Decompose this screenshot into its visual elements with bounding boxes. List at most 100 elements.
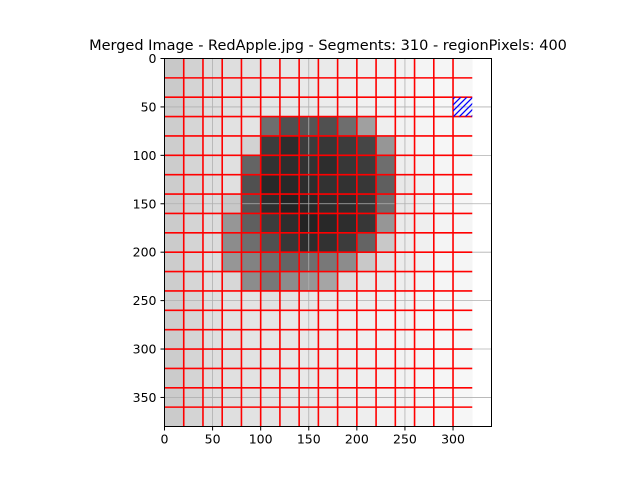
image-cell xyxy=(279,252,300,272)
image-cell xyxy=(337,329,358,350)
chart-title: Merged Image - RedApple.jpg - Segments: … xyxy=(89,38,567,54)
image-cell xyxy=(433,407,454,427)
highlighted-region xyxy=(453,97,473,117)
image-cell xyxy=(279,271,300,292)
image-cell xyxy=(279,368,300,389)
image-cell xyxy=(222,232,242,253)
image-cell xyxy=(318,213,338,234)
y-tick-label: 350 xyxy=(133,390,157,405)
image-cell xyxy=(337,116,358,137)
image-cell xyxy=(222,155,242,176)
image-cell xyxy=(222,135,242,156)
image-cell xyxy=(414,232,435,253)
image-cell xyxy=(222,368,242,389)
image-cell xyxy=(222,174,242,195)
image-cell xyxy=(241,310,261,330)
image-cell xyxy=(318,58,338,79)
image-cell xyxy=(260,329,281,350)
image-cell xyxy=(318,252,338,272)
y-tick-label: 300 xyxy=(133,342,157,357)
image-cell xyxy=(453,271,473,292)
image-cell xyxy=(260,252,281,272)
image-cell xyxy=(241,407,261,427)
image-cell xyxy=(376,329,396,350)
image-cell xyxy=(318,174,338,195)
image-cell xyxy=(356,58,377,79)
image-cell xyxy=(222,77,242,98)
image-cell xyxy=(279,310,300,330)
x-tick-label: 0 xyxy=(161,432,169,447)
y-tick-label: 250 xyxy=(133,293,157,308)
image-cell xyxy=(356,368,377,389)
image-cell xyxy=(433,58,454,79)
image-cell xyxy=(414,174,435,195)
image-cell xyxy=(433,310,454,330)
image-cell xyxy=(318,232,338,253)
image-cell xyxy=(241,155,261,176)
image-cell xyxy=(453,213,473,234)
image-cell xyxy=(356,213,377,234)
image-cell xyxy=(376,116,396,137)
image-cell xyxy=(414,252,435,272)
image-cell xyxy=(337,232,358,253)
image-cell xyxy=(279,213,300,234)
image-cell xyxy=(318,349,338,369)
image-cell xyxy=(222,329,242,350)
image-cell xyxy=(318,271,338,292)
image-cell xyxy=(260,407,281,427)
image-cell xyxy=(453,407,473,427)
image-cell xyxy=(164,349,185,369)
x-tick-label: 300 xyxy=(441,432,465,447)
image-cell xyxy=(356,329,377,350)
x-tick-label: 250 xyxy=(393,432,417,447)
image-cell xyxy=(356,174,377,195)
image-cell xyxy=(183,116,204,137)
image-cell xyxy=(414,213,435,234)
image-cell xyxy=(241,174,261,195)
image-cell xyxy=(279,135,300,156)
image-cell xyxy=(183,135,204,156)
x-tick-label: 200 xyxy=(345,432,369,447)
image-cell xyxy=(376,155,396,176)
image-cell xyxy=(164,174,185,195)
image-cell xyxy=(164,232,185,253)
image-cell xyxy=(356,116,377,137)
image-cell xyxy=(222,252,242,272)
image-cell xyxy=(260,368,281,389)
image-cell xyxy=(183,407,204,427)
image-cell xyxy=(164,155,185,176)
image-cell xyxy=(337,252,358,272)
image-cell xyxy=(318,155,338,176)
image-cell xyxy=(164,271,185,292)
image-cell xyxy=(222,271,242,292)
image-cell xyxy=(279,77,300,98)
image-cell xyxy=(279,174,300,195)
image-cell xyxy=(183,310,204,330)
image-cell xyxy=(260,116,281,137)
image-cell xyxy=(356,135,377,156)
image-cell xyxy=(376,310,396,330)
image-cell xyxy=(241,349,261,369)
image-cell xyxy=(318,310,338,330)
image-cell xyxy=(318,116,338,137)
image-cell xyxy=(222,407,242,427)
image-cell xyxy=(183,155,204,176)
image-cell xyxy=(376,407,396,427)
image-cell xyxy=(279,407,300,427)
image-cell xyxy=(337,271,358,292)
image-cell xyxy=(337,213,358,234)
image-cell xyxy=(376,252,396,272)
image-cell xyxy=(164,116,185,137)
image-cell xyxy=(164,135,185,156)
image-cell xyxy=(260,213,281,234)
image-cell xyxy=(356,407,377,427)
image-cell xyxy=(279,155,300,176)
image-cell xyxy=(260,155,281,176)
image-cell xyxy=(356,310,377,330)
image-cell xyxy=(376,77,396,98)
image-cell xyxy=(337,174,358,195)
image-cell xyxy=(279,329,300,350)
image-cell xyxy=(183,329,204,350)
image-cell xyxy=(164,252,185,272)
